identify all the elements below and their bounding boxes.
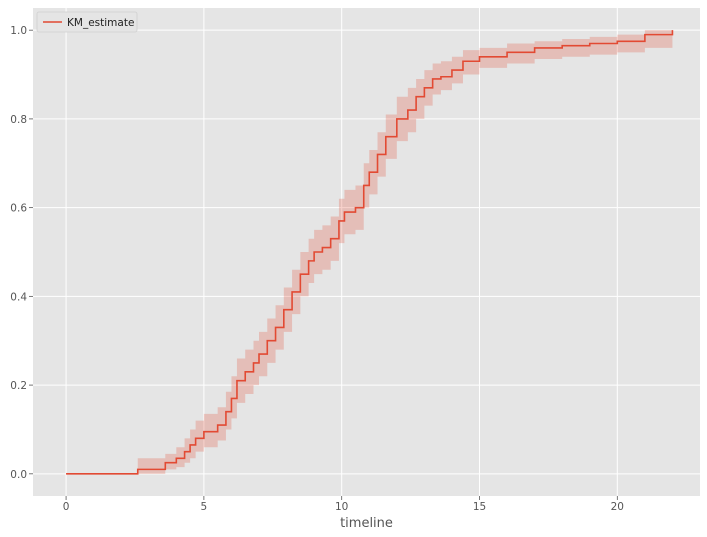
x-tick-label-1: 5	[201, 501, 208, 513]
y-tick-label-0: 0.0	[10, 469, 27, 481]
legend-box	[36, 11, 138, 33]
x-axis-ticks: 0 5 10 15 20	[63, 496, 624, 513]
y-tick-label-2: 0.4	[10, 291, 27, 303]
grid-lines	[33, 8, 700, 496]
plot-background	[33, 8, 700, 496]
y-tick-label-5: 1.0	[10, 25, 27, 37]
x-tick-label-2: 10	[335, 501, 348, 513]
legend-label-km-estimate: KM_estimate	[67, 17, 134, 29]
x-axis-label: timeline	[340, 516, 393, 531]
y-tick-label-1: 0.2	[10, 380, 27, 392]
x-tick-label-4: 20	[611, 501, 624, 513]
y-tick-label-3: 0.6	[10, 203, 27, 215]
km-estimate-line	[66, 30, 674, 475]
legend: KM_estimate	[36, 11, 138, 33]
y-axis-ticks: 0.0 0.2 0.4 0.6 0.8 1.0	[10, 25, 33, 481]
x-tick-label-0: 0	[63, 501, 70, 513]
x-tick-label-3: 15	[473, 501, 486, 513]
y-tick-label-4: 0.8	[10, 114, 27, 126]
